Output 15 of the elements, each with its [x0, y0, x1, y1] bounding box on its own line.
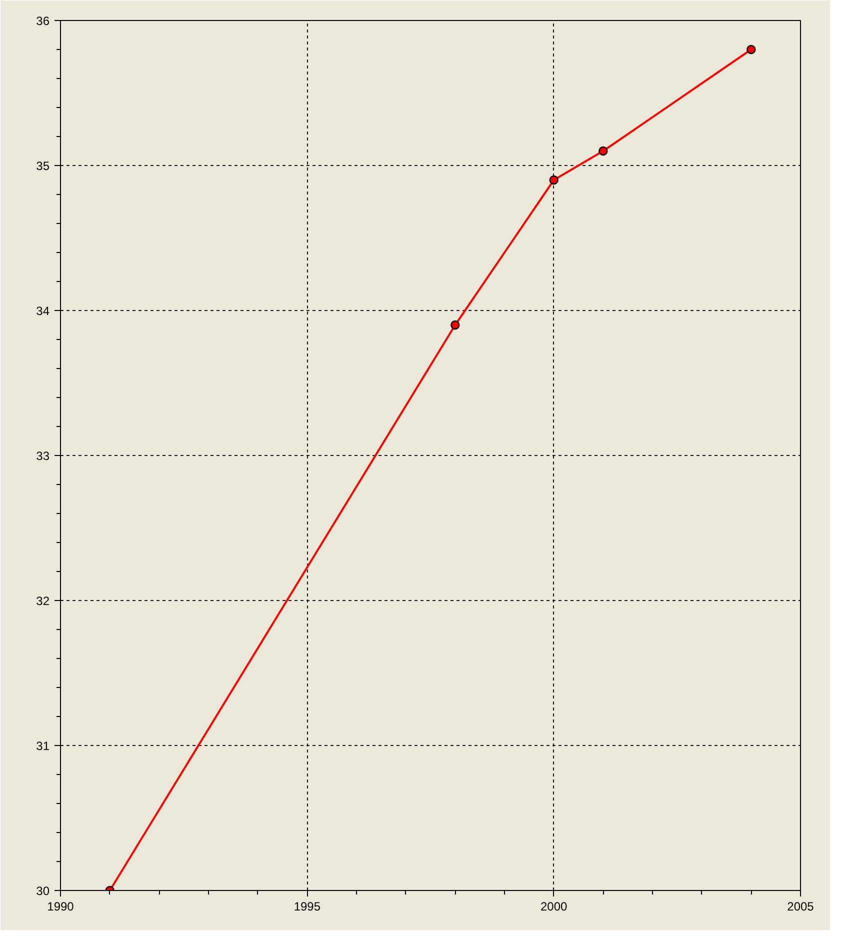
- y-tick-label: 31: [36, 739, 50, 753]
- x-tick-label: 1990: [47, 900, 74, 914]
- x-tick-label: 1995: [294, 900, 321, 914]
- y-tick-label: 36: [36, 14, 50, 28]
- y-tick-label: 32: [36, 594, 50, 608]
- point: [598, 146, 608, 156]
- y-tick-label: 35: [36, 159, 50, 173]
- y-tick-label: 33: [36, 449, 50, 463]
- point: [450, 320, 460, 330]
- y-tick-label: 30: [36, 884, 50, 898]
- point: [746, 44, 756, 54]
- y-tick-label: 34: [36, 304, 50, 318]
- x-tick-label: 2000: [540, 900, 568, 914]
- point: [549, 175, 558, 185]
- x-tick-label: 2005: [787, 900, 814, 914]
